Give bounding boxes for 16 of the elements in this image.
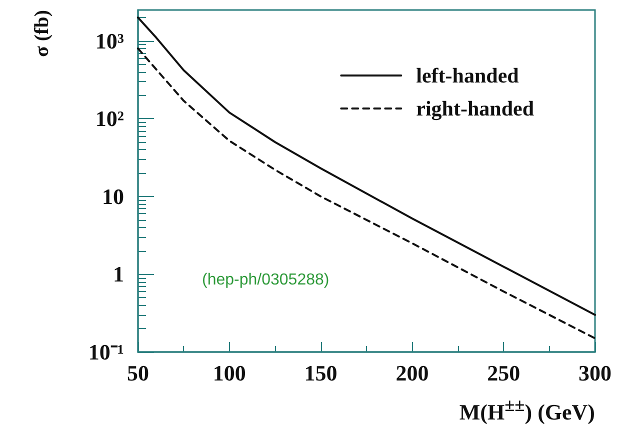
annotation: (hep-ph/0305288) — [202, 272, 330, 288]
x-tick-label: 100 — [212, 360, 246, 386]
x-tick-label: 150 — [304, 360, 338, 386]
legend-label: right-handed — [416, 96, 534, 120]
x-axis-title: M(H$^{±±}$) (GeV) — [459, 394, 595, 424]
y-axis-title: σ (fb) — [31, 10, 53, 57]
x-tick-label: 250 — [487, 360, 520, 386]
legend-label: left-handed — [416, 64, 520, 88]
x-tick-label: 300 — [578, 360, 612, 386]
y-tick-label: 10² — [95, 106, 124, 132]
x-tick-label: 50 — [127, 360, 149, 386]
x-tick-label: 200 — [396, 360, 429, 386]
y-tick-label: 10⁻¹ — [88, 340, 124, 364]
y-tick-label: 1 — [113, 262, 124, 287]
y-tick-label: 10 — [102, 184, 124, 209]
y-tick-label: 10³ — [95, 28, 124, 54]
